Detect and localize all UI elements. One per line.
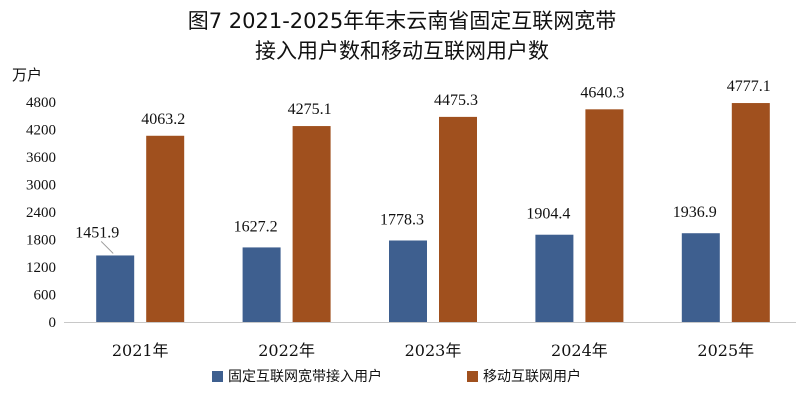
- x-tick-label: 2025年: [697, 341, 754, 360]
- x-tick-label: 2021年: [112, 341, 169, 360]
- data-label: 1627.2: [234, 218, 278, 235]
- bar-mobile-internet: [292, 126, 331, 322]
- chart-title-line-1: 图7 2021-2025年年末云南省固定互联网宽带: [188, 9, 617, 33]
- y-tick-label: 4800: [26, 95, 56, 111]
- y-tick-label: 600: [34, 288, 57, 304]
- data-label: 1451.9: [75, 224, 119, 241]
- y-tick-label: 4200: [26, 123, 56, 139]
- bar-mobile-internet: [439, 116, 477, 322]
- y-axis: 0 600 1200 1800 2400 3000 3600 4200 4800: [26, 95, 56, 331]
- bar-mobile-internet: [585, 109, 624, 322]
- label-leader-line: [100, 241, 114, 254]
- y-tick-label: 3000: [26, 178, 56, 194]
- x-tick-label: 2024年: [551, 341, 608, 360]
- data-label: 4063.2: [141, 111, 185, 128]
- bar-mobile-internet: [731, 103, 770, 322]
- legend: 固定互联网宽带接入用户 移动互联网用户: [212, 368, 581, 385]
- legend-swatch: [212, 371, 223, 382]
- y-tick-label: 2400: [26, 205, 56, 221]
- bar-fixed-broadband: [96, 255, 135, 322]
- x-axis: 2021年 2022年 2023年 2024年 2025年: [64, 322, 796, 360]
- data-label: 4275.1: [288, 101, 332, 118]
- bar-fixed-broadband: [242, 247, 281, 322]
- bar-mobile-internet: [146, 135, 185, 322]
- chart-title-line-2: 接入用户数和移动互联网用户数: [255, 39, 549, 63]
- bars-group: 1451.9 4063.2 1627.2 4275.1 1778.3 4475.3 1904…: [75, 78, 771, 322]
- x-tick-label: 2022年: [258, 341, 315, 360]
- data-label: 4777.1: [727, 78, 771, 95]
- data-label: 1904.4: [526, 206, 570, 223]
- legend-label: 移动互联网用户: [483, 368, 581, 385]
- legend-label: 固定互联网宽带接入用户: [228, 368, 382, 385]
- bar-fixed-broadband: [535, 234, 574, 322]
- y-tick-label: 3600: [26, 150, 56, 166]
- legend-swatch: [467, 371, 478, 382]
- y-tick-label: 0: [49, 315, 57, 331]
- x-tick-label: 2023年: [405, 341, 462, 360]
- data-label: 4640.3: [580, 84, 624, 101]
- bar-fixed-broadband: [681, 233, 720, 322]
- data-label: 1778.3: [380, 211, 424, 228]
- y-tick-label: 1800: [26, 233, 56, 249]
- data-label: 1936.9: [673, 204, 717, 221]
- y-axis-unit-label: 万户: [12, 66, 42, 84]
- data-label: 4475.3: [434, 92, 478, 109]
- bar-fixed-broadband: [389, 240, 427, 322]
- y-tick-label: 1200: [26, 260, 56, 276]
